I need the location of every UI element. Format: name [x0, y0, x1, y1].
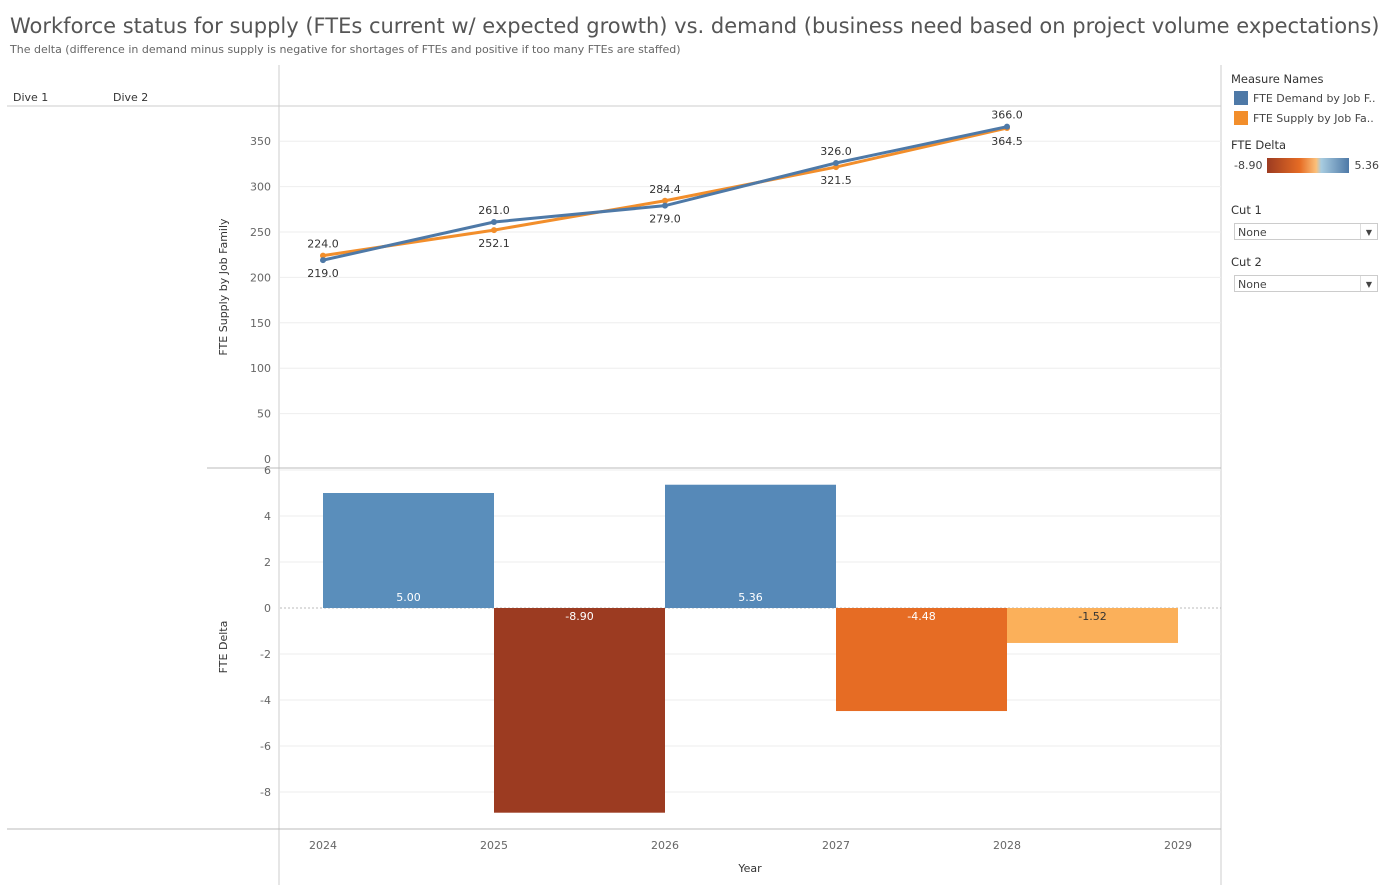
- delta-max: 5.36: [1354, 159, 1379, 172]
- bar-label: 5.36: [738, 591, 763, 604]
- data-point: [320, 257, 326, 264]
- y-tick-label: -2: [260, 648, 271, 661]
- legend-label: FTE Demand by Job F..: [1253, 91, 1376, 105]
- data-point: [491, 219, 497, 226]
- cut1-dropdown[interactable]: None ▼: [1234, 223, 1378, 240]
- data-label: 224.0: [307, 238, 339, 251]
- cut1-value: None: [1238, 226, 1267, 239]
- dashboard-title: Workforce status for supply (FTEs curren…: [10, 14, 1380, 38]
- y-tick-label: 6: [264, 464, 271, 477]
- y-tick-label: 350: [250, 135, 271, 148]
- data-label: 364.5: [991, 135, 1023, 148]
- delta-bar: [323, 493, 494, 608]
- chevron-down-icon: ▼: [1360, 276, 1377, 291]
- cut1-label: Cut 1: [1231, 203, 1262, 217]
- y-tick-label: 150: [250, 317, 271, 330]
- data-label: 279.0: [649, 213, 681, 226]
- delta-bar: [494, 608, 665, 813]
- y-tick-label: 300: [250, 181, 271, 194]
- measure-names-title: Measure Names: [1231, 72, 1324, 86]
- x-tick-label: 2029: [1164, 839, 1192, 852]
- x-tick-label: 2026: [651, 839, 679, 852]
- delta-min: -8.90: [1234, 159, 1263, 172]
- data-label: 284.4: [649, 183, 681, 196]
- data-label: 252.1: [478, 237, 510, 250]
- y-tick-label: 0: [264, 453, 271, 466]
- y-tick-label: -8: [260, 786, 271, 799]
- cut2-value: None: [1238, 278, 1267, 291]
- bar-label: -1.52: [1078, 610, 1106, 623]
- delta-bar: [1007, 608, 1178, 643]
- y-tick-label: 2: [264, 556, 271, 569]
- dashboard-subtitle: The delta (difference in demand minus su…: [10, 43, 681, 56]
- dive-2-header: Dive 2: [113, 91, 149, 104]
- supply-swatch: [1234, 111, 1248, 125]
- y-tick-label: 0: [264, 602, 271, 615]
- y-axis-title: FTE Supply by Job Family: [217, 218, 230, 356]
- cut2-label: Cut 2: [1231, 255, 1262, 269]
- x-tick-label: 2028: [993, 839, 1021, 852]
- fte-delta-legend-title: FTE Delta: [1231, 138, 1287, 152]
- data-label: 326.0: [820, 145, 852, 158]
- data-point: [1004, 123, 1010, 130]
- bar-label: -8.90: [565, 610, 593, 623]
- y-tick-label: 4: [264, 510, 271, 523]
- chevron-down-icon: ▼: [1360, 224, 1377, 239]
- legend-item-supply[interactable]: FTE Supply by Job Fa..: [1234, 111, 1374, 125]
- delta-bar: [665, 484, 836, 608]
- x-tick-label: 2024: [309, 839, 337, 852]
- data-label: 321.5: [820, 174, 852, 187]
- data-point: [320, 252, 326, 259]
- data-point: [662, 202, 668, 209]
- y-tick-label: -4: [260, 694, 271, 707]
- y-tick-label: 100: [250, 362, 271, 375]
- y-tick-label: 50: [257, 408, 271, 421]
- data-point: [491, 227, 497, 234]
- bar-label: -4.48: [907, 610, 935, 623]
- data-label: 261.0: [478, 204, 510, 217]
- color-ramp: [1267, 158, 1350, 173]
- legend-item-demand[interactable]: FTE Demand by Job F..: [1234, 91, 1375, 105]
- y-tick-label: 200: [250, 271, 271, 284]
- y-axis-title: FTE Delta: [217, 621, 230, 674]
- y-tick-label: -6: [260, 740, 271, 753]
- y-tick-label: 250: [250, 226, 271, 239]
- dive-1-header: Dive 1: [13, 91, 49, 104]
- data-point: [662, 197, 668, 204]
- data-label: 219.0: [307, 267, 339, 280]
- x-tick-label: 2025: [480, 839, 508, 852]
- legend-label: FTE Supply by Job Fa..: [1253, 111, 1374, 125]
- data-label: 366.0: [991, 109, 1023, 122]
- delta-bar: [836, 608, 1007, 712]
- x-tick-label: 2027: [822, 839, 850, 852]
- fte-delta-color-legend: -8.90 5.36: [1234, 158, 1379, 173]
- x-axis-title: Year: [737, 862, 762, 875]
- bar-label: 5.00: [396, 591, 421, 604]
- demand-swatch: [1234, 91, 1248, 105]
- cut2-dropdown[interactable]: None ▼: [1234, 275, 1378, 292]
- data-point: [833, 159, 839, 166]
